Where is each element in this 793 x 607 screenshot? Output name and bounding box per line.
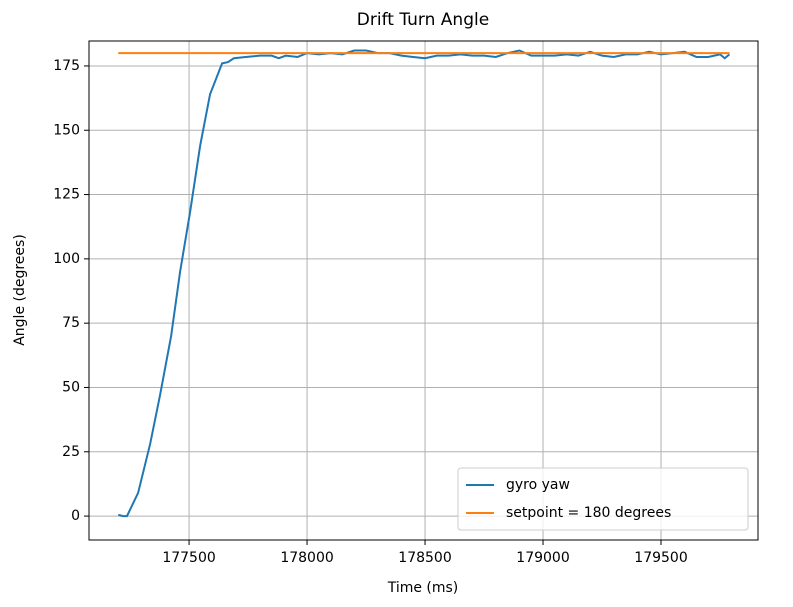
x-tick-label: 179000 — [516, 550, 569, 566]
legend-label: gyro yaw — [506, 477, 570, 493]
series-line — [117, 49, 731, 518]
y-tick-label: 125 — [53, 187, 80, 203]
x-axis-label: Time (ms) — [387, 580, 459, 596]
plot-frame — [88, 40, 759, 541]
y-axis-label: Angle (degrees) — [12, 234, 28, 346]
legend-box — [457, 467, 749, 531]
x-tick-label: 177500 — [162, 550, 215, 566]
y-tick-label: 0 — [71, 508, 80, 524]
y-tick-label: 100 — [53, 251, 80, 267]
y-tick-label: 25 — [62, 444, 80, 460]
y-tick-label: 50 — [62, 379, 80, 395]
legend-label: setpoint = 180 degrees — [506, 505, 671, 521]
x-tick-label: 178000 — [280, 550, 333, 566]
x-tick-label: 179500 — [634, 550, 687, 566]
x-tick-label: 178500 — [398, 550, 451, 566]
y-tick-label: 175 — [53, 58, 80, 74]
chart-title: Drift Turn Angle — [357, 10, 489, 30]
y-tick-label: 75 — [62, 315, 80, 331]
y-tick-label: 150 — [53, 122, 80, 138]
